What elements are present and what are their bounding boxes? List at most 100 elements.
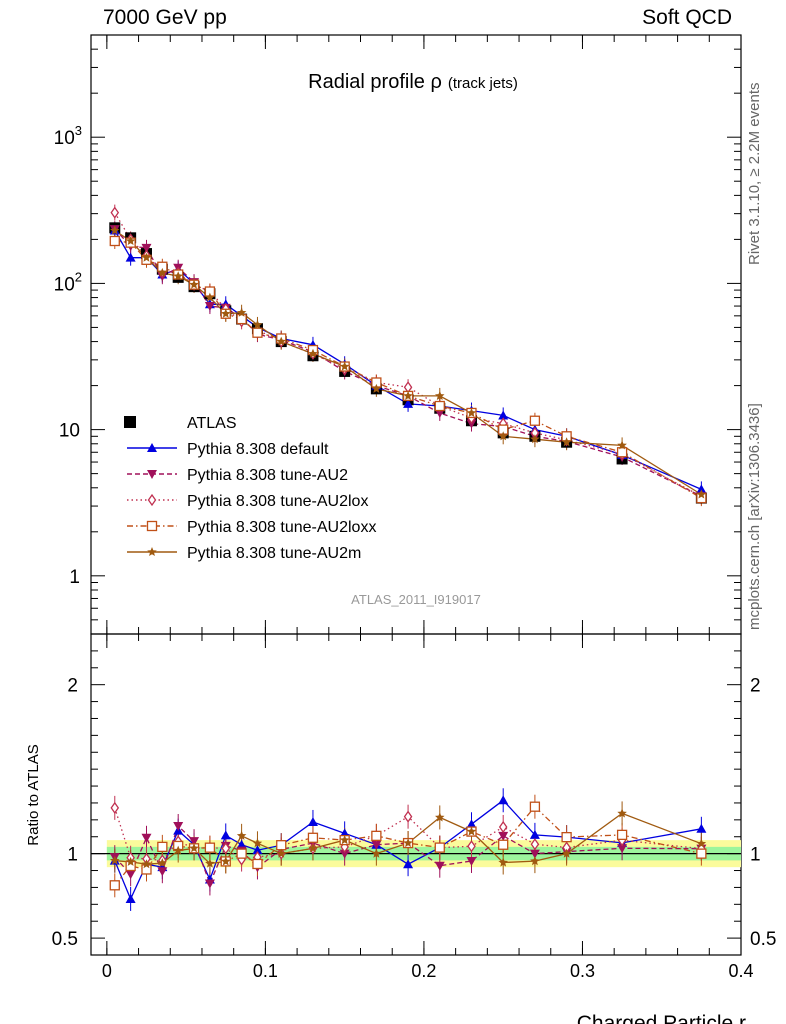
series-marker <box>236 839 247 849</box>
series-marker <box>147 443 157 452</box>
series-marker <box>110 801 120 815</box>
series-marker <box>204 842 216 853</box>
series-marker <box>466 819 477 829</box>
series-marker <box>189 843 199 853</box>
series-line-main <box>114 228 702 497</box>
series-line-main <box>114 240 702 499</box>
series-marker <box>173 845 183 855</box>
series-marker <box>371 383 382 393</box>
series-marker <box>530 856 540 866</box>
series-marker <box>696 838 707 848</box>
series-marker <box>173 821 184 831</box>
series-marker <box>434 408 445 418</box>
series-marker <box>125 870 136 880</box>
ratio-axis-label: Ratio to ATLAS <box>25 744 42 845</box>
y-tick-label-ratio: 1 <box>67 845 78 866</box>
series-marker <box>236 307 247 317</box>
series-marker <box>141 243 152 253</box>
series-marker <box>529 801 541 812</box>
series-marker <box>141 833 152 843</box>
series-marker <box>529 829 540 839</box>
series-marker <box>339 361 350 371</box>
series-marker <box>157 841 168 853</box>
series-marker <box>109 880 120 891</box>
series-marker <box>157 867 168 877</box>
series-marker <box>498 431 508 441</box>
series-marker <box>276 848 286 858</box>
series-marker <box>157 267 168 277</box>
series-marker <box>276 840 287 851</box>
series-marker <box>696 823 707 833</box>
series-marker <box>498 410 509 420</box>
series-marker <box>466 856 477 866</box>
series-marker <box>435 812 445 822</box>
legend-label: Pythia 8.308 tune-AU2 <box>187 467 348 484</box>
series-marker <box>252 858 263 870</box>
series-marker <box>696 484 707 494</box>
series-marker <box>221 308 231 318</box>
series-marker <box>141 252 152 262</box>
series-marker <box>498 831 509 841</box>
series-marker <box>110 206 120 219</box>
series-marker <box>498 857 508 867</box>
series-marker <box>498 839 509 850</box>
series-line-ratio <box>114 824 702 886</box>
series-marker <box>434 842 445 853</box>
series-marker <box>339 835 350 845</box>
x-tick-label: 0.3 <box>570 961 595 981</box>
header-left: 7000 GeV pp <box>103 6 227 29</box>
series-marker <box>617 440 627 450</box>
series-marker <box>308 348 318 358</box>
series-marker <box>109 235 120 247</box>
series-marker <box>616 829 628 841</box>
series-marker <box>403 381 413 394</box>
series-marker <box>204 302 215 312</box>
y-tick-label-main: 1 <box>69 567 80 588</box>
series-marker <box>530 434 540 444</box>
data-marker <box>124 416 136 428</box>
series-marker <box>236 848 247 859</box>
series-marker <box>110 855 120 865</box>
series-marker <box>467 840 476 853</box>
header-right: Soft QCD <box>642 6 732 29</box>
series-marker <box>220 830 231 840</box>
series-marker <box>529 849 540 859</box>
series-marker <box>252 327 263 338</box>
series-marker <box>435 390 445 400</box>
series-marker <box>205 292 215 302</box>
series-marker <box>147 470 157 479</box>
series-marker <box>221 856 231 866</box>
series-marker <box>561 848 572 858</box>
y-tick-label-main: 10 <box>59 421 80 442</box>
y-tick-label-ratio: 2 <box>67 676 78 697</box>
series-marker <box>529 415 541 426</box>
x-axis-label: Charged Particle r <box>577 1012 746 1024</box>
series-marker <box>696 848 707 859</box>
series-marker <box>308 843 318 853</box>
series-line-ratio <box>114 812 702 865</box>
series-marker <box>498 795 509 805</box>
series-marker <box>403 859 414 869</box>
series-marker <box>252 838 263 848</box>
series-marker <box>307 816 318 826</box>
x-tick-label: 0 <box>102 961 112 981</box>
legend-label: ATLAS <box>187 415 237 432</box>
series-marker <box>434 861 445 871</box>
series-marker <box>307 832 319 843</box>
ratio-plot-frame <box>90 633 742 956</box>
y-tick-label-main: 102 <box>54 269 82 295</box>
series-marker <box>236 830 247 840</box>
series-marker <box>561 437 572 447</box>
series-marker <box>276 336 286 346</box>
y-tick-label-ratio-right: 0.5 <box>750 929 776 950</box>
legend-label: Pythia 8.308 tune-AU2m <box>187 545 361 562</box>
series-marker <box>403 810 413 823</box>
x-tick-label: 0.1 <box>253 961 278 981</box>
series-marker <box>125 893 136 903</box>
legend-label: Pythia 8.308 default <box>187 441 329 458</box>
series-marker <box>147 547 157 556</box>
series-marker <box>617 844 628 854</box>
series-marker <box>189 837 200 847</box>
series-marker <box>339 849 350 859</box>
